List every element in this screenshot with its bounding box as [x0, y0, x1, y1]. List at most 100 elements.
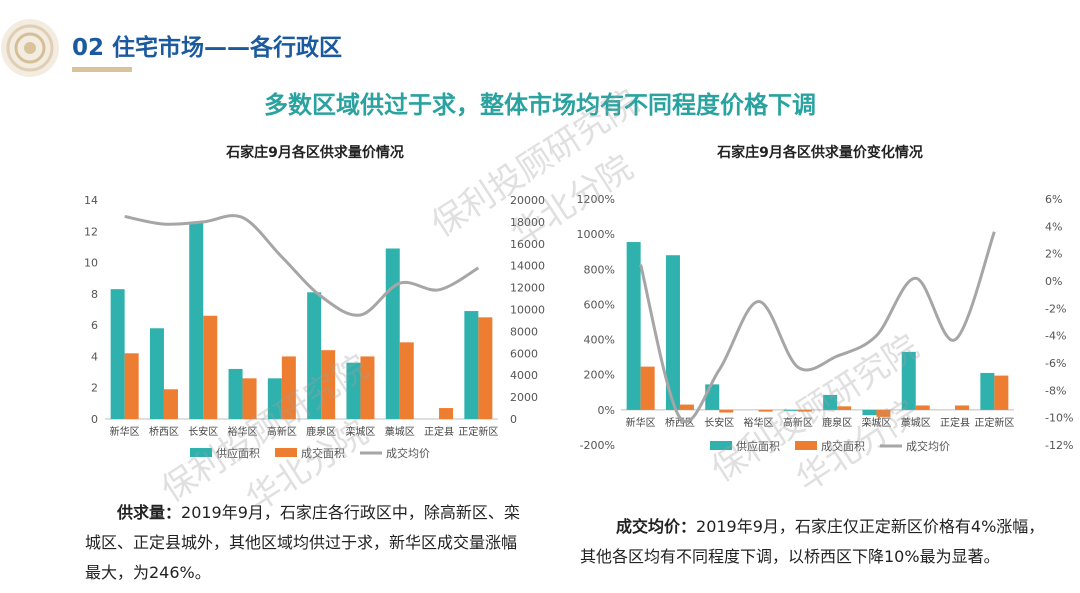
x-category-label: 鹿泉区: [822, 416, 852, 429]
supply-demand-label: 供求量：: [117, 503, 182, 522]
x-category-label: 新华区: [626, 416, 656, 429]
y-left-tick-label: -200%: [580, 439, 615, 452]
y-left-tick-label: 10: [84, 257, 98, 270]
price-paragraph: 成交均价：2019年9月，石家庄仅正定新区价格有4%涨幅，其他各区均有不同程度下…: [580, 512, 1060, 572]
deal-bar: [955, 405, 970, 410]
deal-bar: [163, 389, 178, 419]
x-category-label: 裕华区: [744, 416, 774, 429]
y-right-tick-label: -4%: [1045, 330, 1066, 343]
price-line: [639, 231, 996, 423]
y-left-tick-label: 800%: [584, 263, 615, 276]
y-right-tick-label: 10000: [510, 304, 545, 317]
y-right-tick-label: 6%: [1045, 193, 1062, 206]
supply-demand-paragraph: 供求量：2019年9月，石家庄各行政区中，除高新区、栾城区、正定县城外，其他区域…: [85, 498, 525, 588]
y-right-tick-label: -12%: [1045, 439, 1073, 452]
y-left-tick-label: 600%: [584, 298, 615, 311]
x-category-label: 藁城区: [901, 416, 931, 429]
deal-bar: [876, 409, 891, 417]
legend-label: 成交面积: [821, 439, 865, 453]
deal-bar: [797, 409, 812, 412]
legend-swatch: [275, 448, 297, 457]
y-right-tick-label: 20000: [510, 194, 545, 207]
y-left-tick-label: 200%: [584, 369, 615, 382]
deal-bar: [994, 375, 1009, 410]
x-category-label: 高新区: [267, 425, 297, 438]
x-category-label: 新华区: [110, 425, 140, 438]
y-left-tick-label: 4: [91, 350, 98, 363]
company-logo: [0, 12, 62, 82]
y-right-tick-label: 6000: [510, 347, 538, 360]
y-right-tick-label: -6%: [1045, 357, 1066, 370]
y-right-tick-label: 14000: [510, 260, 545, 273]
legend-label: 成交面积: [301, 446, 345, 460]
x-category-label: 正定新区: [458, 425, 498, 438]
supply-bar: [149, 328, 164, 419]
x-category-label: 长安区: [188, 425, 218, 438]
y-right-tick-label: 0%: [1045, 275, 1062, 288]
supply-bar: [307, 292, 322, 419]
x-category-label: 正定县: [424, 425, 454, 438]
deal-bar: [399, 342, 414, 419]
x-category-label: 栾城区: [861, 416, 891, 429]
supply-bar: [626, 242, 641, 410]
supply-bar: [862, 409, 877, 416]
deal-bar: [719, 409, 734, 413]
x-category-label: 桥西区: [149, 426, 179, 438]
y-right-tick-label: 4000: [510, 369, 538, 382]
y-left-tick-label: 1200%: [577, 193, 615, 206]
right-chart-title: 石家庄9月各区供求量价变化情况: [717, 145, 923, 161]
deal-bar: [281, 356, 296, 419]
y-left-tick-label: 6: [91, 319, 98, 332]
y-left-tick-label: 12: [84, 225, 98, 238]
legend-swatch: [190, 448, 212, 457]
x-category-label: 正定县: [940, 416, 970, 429]
y-right-tick-label: 2000: [510, 391, 538, 404]
supply-bar: [267, 378, 282, 419]
legend-label: 供应面积: [216, 446, 260, 460]
supply-bar: [705, 384, 720, 410]
y-left-tick-label: 0%: [598, 404, 615, 417]
supply-demand-text: 2019年9月，石家庄各行政区中，除高新区、栾城区、正定县城外，其他区域均供过于…: [85, 503, 520, 582]
y-right-tick-label: 8000: [510, 325, 538, 338]
y-left-tick-label: 1000%: [577, 228, 615, 241]
y-left-tick-label: 8: [91, 288, 98, 301]
legend-label: 成交均价: [386, 446, 430, 460]
deal-bar: [758, 409, 773, 412]
y-right-tick-label: 2%: [1045, 248, 1062, 261]
deal-bar: [915, 405, 930, 410]
deal-bar: [360, 356, 375, 419]
deal-bar: [124, 353, 139, 419]
x-category-label: 高新区: [783, 416, 813, 429]
y-left-tick-label: 400%: [584, 334, 615, 347]
deal-bar: [321, 350, 336, 419]
price-text: 2019年9月，石家庄仅正定新区价格有4%涨幅，其他各区均有不同程度下调，以桥西…: [580, 517, 1045, 566]
supply-bar: [346, 362, 361, 419]
legend-swatch: [710, 441, 732, 450]
supply-bar: [665, 255, 680, 410]
y-right-tick-label: 0: [510, 413, 517, 426]
supply-bar: [823, 394, 838, 410]
deal-bar: [478, 317, 493, 419]
supply-bar: [783, 409, 798, 411]
y-right-tick-label: 18000: [510, 216, 545, 229]
y-right-tick-label: -2%: [1045, 302, 1066, 315]
y-right-tick-label: 16000: [510, 238, 545, 251]
deal-bar: [679, 404, 694, 410]
title-underline: [72, 67, 132, 72]
supply-bar: [901, 351, 916, 410]
x-category-label: 裕华区: [228, 425, 258, 438]
headline: 多数区域供过于求，整体市场均有不同程度价格下调: [264, 91, 816, 119]
supply-bar: [189, 221, 204, 419]
supply-bar: [980, 372, 995, 410]
legend-label: 供应面积: [736, 439, 780, 453]
left-chart-title: 石家庄9月各区供求量价情况: [226, 145, 404, 161]
price-label: 成交均价：: [616, 517, 697, 536]
supply-bar: [110, 289, 125, 419]
y-right-tick-label: 4%: [1045, 220, 1062, 233]
y-right-tick-label: -10%: [1045, 412, 1073, 425]
y-left-tick-label: 14: [84, 194, 98, 207]
deal-bar: [242, 378, 257, 419]
supply-bar: [464, 311, 479, 419]
x-category-label: 藁城区: [385, 425, 415, 438]
